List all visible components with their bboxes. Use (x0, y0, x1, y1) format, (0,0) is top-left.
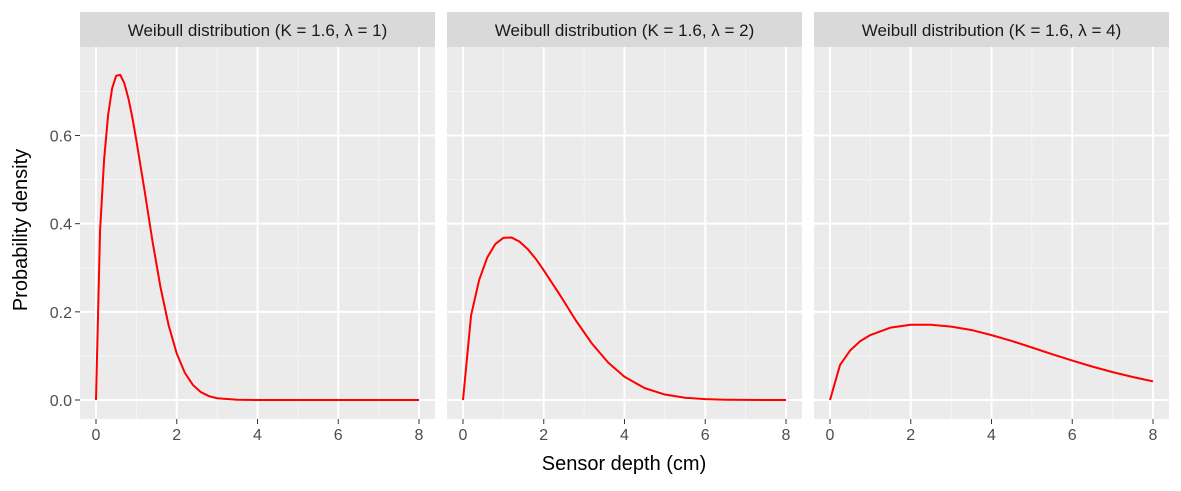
facet-strip (447, 12, 802, 47)
x-tick-label: 2 (172, 427, 181, 444)
series-line (462, 236, 787, 401)
y-tick-label: 0.0 (50, 393, 72, 410)
y-tick-label: 0.6 (50, 129, 72, 146)
x-axis-title: Sensor depth (cm) (542, 453, 707, 475)
facet-panel-3: Weibull distribution (K = 1.6, λ = 4) 0 2 4… (814, 12, 1169, 444)
x-tick-label: 0 (459, 427, 468, 444)
facet-strip (80, 12, 435, 47)
y-axis-title: Probability density (10, 149, 32, 311)
x-tick-label: 0 (826, 427, 835, 444)
y-tick-label: 0.4 (50, 217, 72, 234)
facet-strip (814, 12, 1169, 47)
x-tick-label: 6 (701, 427, 710, 444)
facet-strip-title: Weibull distribution (K = 1.6, λ = 4) (862, 21, 1122, 40)
x-tick-label: 8 (1149, 427, 1158, 444)
x-tick-label: 8 (415, 427, 424, 444)
series-line (829, 323, 1154, 401)
series-line (95, 73, 419, 401)
facet-panel-1: Weibull distribution (K = 1.6, λ = 1) 0 2 4… (50, 12, 435, 444)
x-tick-label: 6 (334, 427, 343, 444)
facet-strip-title: Weibull distribution (K = 1.6, λ = 2) (495, 21, 755, 40)
x-tick-label: 2 (539, 427, 548, 444)
x-tick-label: 8 (782, 427, 791, 444)
x-tick-label: 2 (906, 427, 915, 444)
x-tick-label: 4 (620, 427, 629, 444)
x-tick-label: 4 (253, 427, 262, 444)
x-tick-label: 4 (987, 427, 996, 444)
x-tick-label: 6 (1068, 427, 1077, 444)
facet-strip-title: Weibull distribution (K = 1.6, λ = 1) (128, 21, 388, 40)
facet-panel-2: Weibull distribution (K = 1.6, λ = 2) 0 2 4… (447, 12, 802, 444)
y-tick-label: 0.2 (50, 305, 72, 322)
panels-layer: Weibull distribution (K = 1.6, λ = 1) 0 2 4… (50, 12, 1169, 444)
x-tick-label: 0 (92, 427, 101, 444)
